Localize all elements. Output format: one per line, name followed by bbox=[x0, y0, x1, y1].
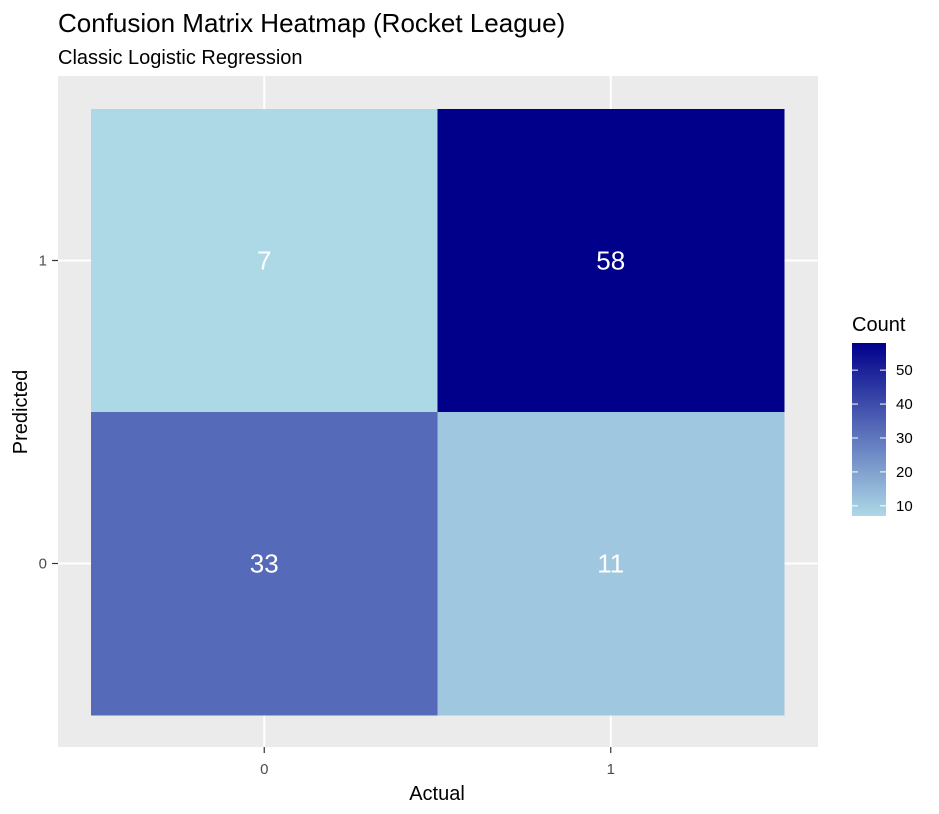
cell-actual-0-predicted-1 bbox=[91, 109, 438, 413]
legend-label-30: 30 bbox=[896, 430, 913, 447]
x-axis-title: Actual bbox=[409, 783, 465, 805]
chart-subtitle: Classic Logistic Regression bbox=[58, 47, 303, 69]
legend-color-bar bbox=[852, 343, 886, 516]
cell-actual-1-predicted-1 bbox=[437, 109, 785, 413]
y-axis-ticks: 01 bbox=[39, 253, 58, 573]
cell-actual-1-predicted-0 bbox=[437, 412, 785, 716]
legend-ticks: 10 20 30 40 50 bbox=[852, 362, 913, 515]
heatmap-cells bbox=[91, 109, 785, 716]
legend-label-50: 50 bbox=[896, 362, 913, 379]
chart-title: Confusion Matrix Heatmap (Rocket League) bbox=[58, 8, 565, 38]
legend-label-40: 40 bbox=[896, 396, 913, 413]
legend-label-20: 20 bbox=[896, 464, 913, 481]
x-tick-label-0: 0 bbox=[260, 761, 268, 778]
cell-value-actual-1-predicted-1: 58 bbox=[596, 246, 625, 276]
legend-label-10: 10 bbox=[896, 498, 913, 515]
cell-value-actual-1-predicted-0: 11 bbox=[597, 549, 624, 579]
y-axis-title: Predicted bbox=[10, 370, 32, 455]
y-tick-label-1: 1 bbox=[39, 253, 47, 270]
cell-value-actual-0-predicted-1: 7 bbox=[257, 246, 271, 276]
cell-value-actual-0-predicted-0: 33 bbox=[250, 549, 279, 579]
legend-title: Count bbox=[852, 314, 906, 336]
y-tick-label-0: 0 bbox=[39, 556, 47, 573]
legend: Count 10 20 30 40 50 bbox=[852, 314, 913, 516]
heatmap-cell-labels: 7 58 33 11 bbox=[250, 246, 625, 579]
cell-actual-0-predicted-0 bbox=[91, 412, 438, 716]
x-tick-label-1: 1 bbox=[607, 761, 615, 778]
